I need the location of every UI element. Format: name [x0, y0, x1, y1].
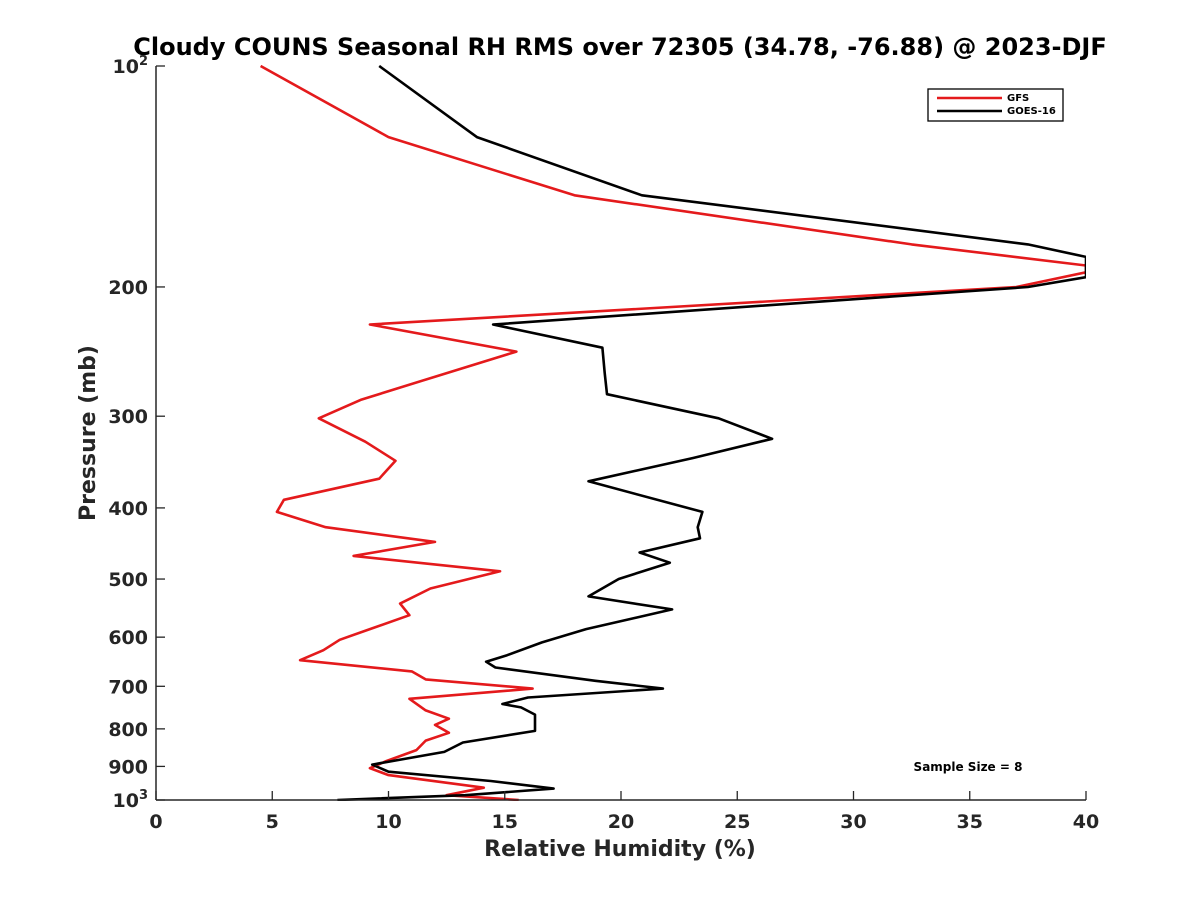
series-line-goes-16 [337, 65, 1086, 801]
x-tick-label: 35 [957, 811, 983, 833]
x-tick-label: 0 [149, 811, 162, 833]
y-tick-label: 102 [113, 54, 149, 78]
series-layer [259, 65, 1086, 801]
legend-label-gfs: GFS [1007, 93, 1029, 104]
series-line-gfs [259, 65, 1086, 801]
x-tick-label: 30 [840, 811, 866, 833]
y-tick-label: 600 [108, 627, 148, 649]
y-tick-label: 500 [108, 569, 148, 591]
y-tick-label: 800 [108, 719, 148, 741]
axes-layer: 0 5 10 15 20 25 30 35 40 102 200 300 400 500 600 700 800… [108, 54, 1099, 833]
y-tick-label: 700 [108, 676, 148, 698]
legend: GFS GOES-16 [927, 88, 1064, 122]
y-tick-label: 103 [113, 788, 149, 812]
legend-label-goes-16: GOES-16 [1007, 106, 1056, 117]
x-tick-label: 20 [608, 811, 634, 833]
x-tick-label: 5 [266, 811, 279, 833]
chart-title: Cloudy COUNS Seasonal RH RMS over 72305 … [133, 33, 1107, 61]
y-tick-label: 900 [108, 756, 148, 778]
x-tick-label: 40 [1073, 811, 1099, 833]
y-tick-label: 200 [108, 277, 148, 299]
x-tick-label: 25 [724, 811, 750, 833]
y-axis-label: Pressure (mb) [76, 345, 101, 521]
legend-box [927, 88, 1064, 122]
x-tick-label: 15 [492, 811, 518, 833]
x-tick-label: 10 [375, 811, 401, 833]
x-axis-label: Relative Humidity (%) [484, 837, 756, 862]
sample-size-annotation: Sample Size = 8 [914, 760, 1023, 774]
y-tick-label: 300 [108, 406, 148, 428]
y-tick-label: 400 [108, 498, 148, 520]
